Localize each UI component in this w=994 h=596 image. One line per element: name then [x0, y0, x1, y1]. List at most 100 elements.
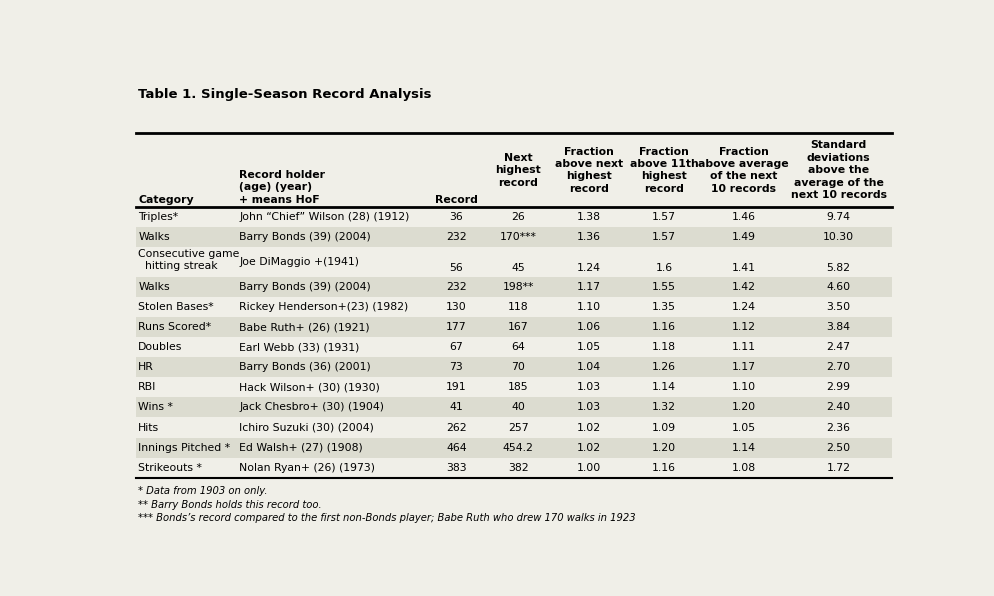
Text: 191: 191 — [445, 383, 466, 392]
Text: 1.11: 1.11 — [731, 342, 754, 352]
Text: 262: 262 — [445, 423, 466, 433]
Text: Fraction
above 11th
highest
record: Fraction above 11th highest record — [629, 147, 698, 194]
Text: 1.03: 1.03 — [577, 383, 600, 392]
Text: 1.72: 1.72 — [826, 462, 850, 473]
Text: 464: 464 — [445, 443, 466, 452]
Text: 45: 45 — [511, 263, 525, 273]
Bar — [136, 277, 891, 297]
Text: 232: 232 — [445, 232, 466, 242]
Text: 1.17: 1.17 — [577, 282, 600, 292]
Text: 1.26: 1.26 — [651, 362, 675, 372]
Text: 41: 41 — [449, 402, 463, 412]
Text: 1.16: 1.16 — [651, 462, 675, 473]
Text: 2.47: 2.47 — [826, 342, 850, 352]
Text: 118: 118 — [507, 302, 528, 312]
Text: 185: 185 — [507, 383, 528, 392]
Text: Wins *: Wins * — [138, 402, 173, 412]
Text: 2.50: 2.50 — [826, 443, 850, 452]
Text: 1.18: 1.18 — [651, 342, 675, 352]
Text: Fraction
above next
highest
record: Fraction above next highest record — [555, 147, 622, 194]
Text: 1.06: 1.06 — [577, 322, 600, 332]
Text: 1.32: 1.32 — [651, 402, 675, 412]
Text: 130: 130 — [445, 302, 466, 312]
Text: Consecutive game
  hitting streak: Consecutive game hitting streak — [138, 249, 240, 271]
Text: 56: 56 — [449, 263, 463, 273]
Text: 1.57: 1.57 — [651, 212, 675, 222]
Text: Rickey Henderson+(23) (1982): Rickey Henderson+(23) (1982) — [239, 302, 408, 312]
Text: 1.00: 1.00 — [577, 462, 600, 473]
Text: 4.60: 4.60 — [826, 282, 850, 292]
Text: Walks: Walks — [138, 282, 170, 292]
Text: 70: 70 — [511, 362, 525, 372]
Text: 3.84: 3.84 — [826, 322, 850, 332]
Text: 1.12: 1.12 — [731, 322, 754, 332]
Text: 1.03: 1.03 — [577, 402, 600, 412]
Bar — [136, 358, 891, 377]
Text: Table 1. Single-Season Record Analysis: Table 1. Single-Season Record Analysis — [138, 88, 431, 101]
Bar — [136, 398, 891, 417]
Text: Hack Wilson+ (30) (1930): Hack Wilson+ (30) (1930) — [239, 383, 380, 392]
Text: 1.38: 1.38 — [577, 212, 600, 222]
Text: Record: Record — [434, 195, 477, 204]
Text: Next
highest
record: Next highest record — [495, 153, 541, 188]
Text: Earl Webb (33) (1931): Earl Webb (33) (1931) — [239, 342, 359, 352]
Text: Barry Bonds (39) (2004): Barry Bonds (39) (2004) — [239, 282, 371, 292]
Text: 1.02: 1.02 — [577, 443, 600, 452]
Text: 1.6: 1.6 — [655, 263, 672, 273]
Text: 10.30: 10.30 — [822, 232, 853, 242]
Bar — [136, 317, 891, 337]
Text: Joe DiMaggio +(1941): Joe DiMaggio +(1941) — [239, 257, 359, 267]
Text: 1.05: 1.05 — [731, 423, 754, 433]
Text: 1.09: 1.09 — [651, 423, 676, 433]
Text: ** Barry Bonds holds this record too.: ** Barry Bonds holds this record too. — [138, 499, 321, 510]
Bar — [136, 437, 891, 458]
Text: 1.17: 1.17 — [731, 362, 754, 372]
Text: John “Chief” Wilson (28) (1912): John “Chief” Wilson (28) (1912) — [239, 212, 410, 222]
Text: Strikeouts *: Strikeouts * — [138, 462, 202, 473]
Text: Ed Walsh+ (27) (1908): Ed Walsh+ (27) (1908) — [239, 443, 363, 452]
Text: Innings Pitched *: Innings Pitched * — [138, 443, 231, 452]
Text: 198**: 198** — [502, 282, 534, 292]
Text: Barry Bonds (36) (2001): Barry Bonds (36) (2001) — [239, 362, 371, 372]
Text: 3.50: 3.50 — [826, 302, 850, 312]
Text: 1.24: 1.24 — [731, 302, 754, 312]
Text: *** Bonds’s record compared to the first non-Bonds player; Babe Ruth who drew 17: *** Bonds’s record compared to the first… — [138, 514, 635, 523]
Text: 1.35: 1.35 — [651, 302, 675, 312]
Text: Barry Bonds (39) (2004): Barry Bonds (39) (2004) — [239, 232, 371, 242]
Text: 1.57: 1.57 — [651, 232, 675, 242]
Text: 1.46: 1.46 — [731, 212, 754, 222]
Text: Standard
deviations
above the
average of the
next 10 records: Standard deviations above the average of… — [790, 141, 886, 200]
Text: 1.20: 1.20 — [731, 402, 754, 412]
Text: 383: 383 — [445, 462, 466, 473]
Text: Stolen Bases*: Stolen Bases* — [138, 302, 214, 312]
Text: 170***: 170*** — [499, 232, 536, 242]
Text: 2.99: 2.99 — [826, 383, 850, 392]
Text: HR: HR — [138, 362, 154, 372]
Text: Runs Scored*: Runs Scored* — [138, 322, 211, 332]
Text: 1.55: 1.55 — [651, 282, 675, 292]
Text: RBI: RBI — [138, 383, 156, 392]
Text: 5.82: 5.82 — [826, 263, 850, 273]
Text: 2.70: 2.70 — [826, 362, 850, 372]
Text: Ichiro Suzuki (30) (2004): Ichiro Suzuki (30) (2004) — [239, 423, 374, 433]
Text: Doubles: Doubles — [138, 342, 183, 352]
Text: 1.04: 1.04 — [577, 362, 600, 372]
Text: 1.05: 1.05 — [577, 342, 600, 352]
Text: 167: 167 — [507, 322, 528, 332]
Bar — [136, 227, 891, 247]
Text: Fraction
above average
of the next
10 records: Fraction above average of the next 10 re… — [698, 147, 788, 194]
Text: * Data from 1903 on only.: * Data from 1903 on only. — [138, 486, 267, 496]
Text: 1.36: 1.36 — [577, 232, 600, 242]
Text: 1.10: 1.10 — [731, 383, 754, 392]
Text: Walks: Walks — [138, 232, 170, 242]
Text: Category: Category — [138, 195, 194, 204]
Text: Nolan Ryan+ (26) (1973): Nolan Ryan+ (26) (1973) — [239, 462, 375, 473]
Text: Triples*: Triples* — [138, 212, 178, 222]
Text: 73: 73 — [449, 362, 463, 372]
Text: Babe Ruth+ (26) (1921): Babe Ruth+ (26) (1921) — [239, 322, 370, 332]
Text: 257: 257 — [507, 423, 528, 433]
Text: 1.02: 1.02 — [577, 423, 600, 433]
Text: 2.40: 2.40 — [826, 402, 850, 412]
Text: 1.20: 1.20 — [651, 443, 676, 452]
Text: 1.42: 1.42 — [731, 282, 754, 292]
